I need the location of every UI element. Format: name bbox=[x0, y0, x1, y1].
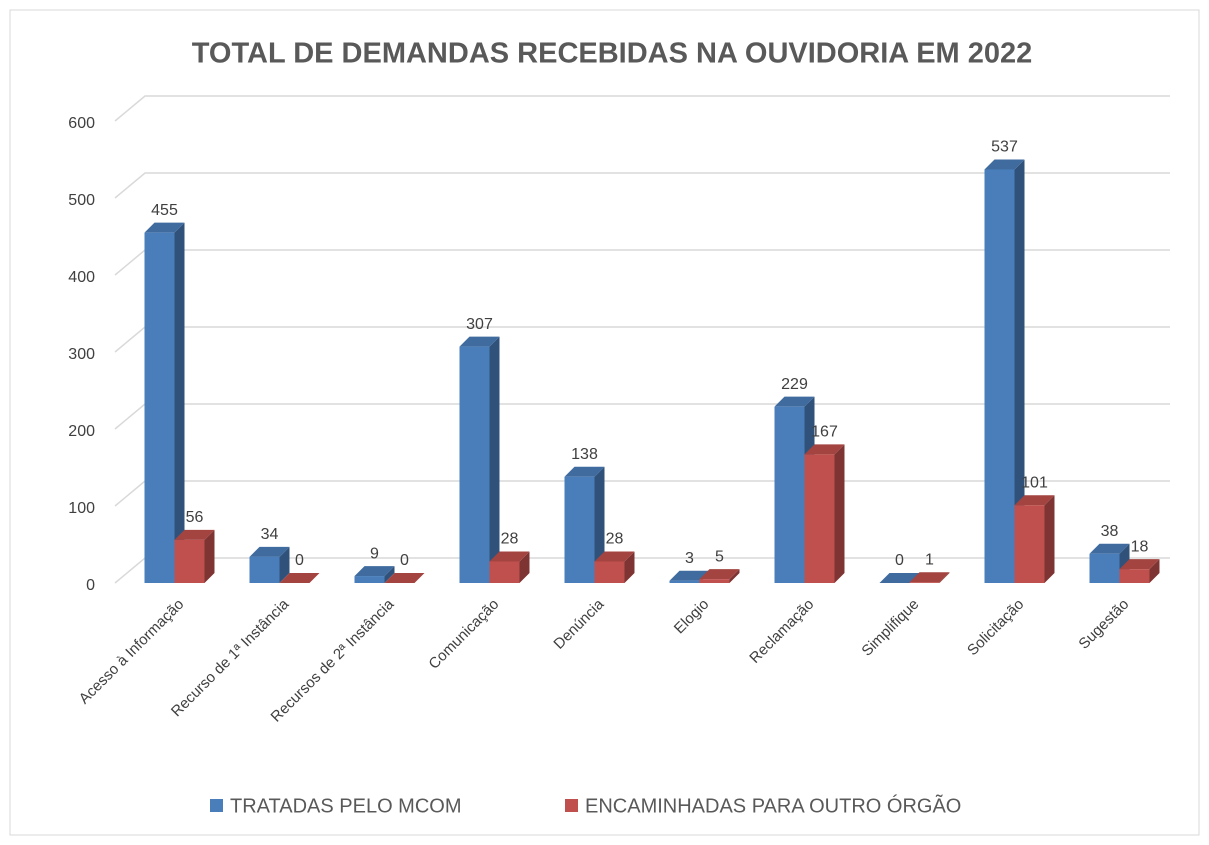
bar-side bbox=[1149, 559, 1160, 583]
chart-title: TOTAL DE DEMANDAS RECEBIDAS NA OUVIDORIA… bbox=[192, 38, 1033, 70]
legend-swatch bbox=[210, 799, 223, 812]
legend-swatch bbox=[565, 799, 578, 812]
bar-top bbox=[984, 159, 1025, 170]
bar bbox=[354, 576, 385, 583]
bar-top bbox=[1089, 543, 1130, 554]
legend-label: ENCAMINHADAS PARA OUTRO ÓRGÃO bbox=[585, 793, 961, 817]
value-label: 537 bbox=[991, 139, 1018, 156]
bar-top bbox=[1119, 559, 1160, 570]
bar bbox=[804, 454, 835, 583]
value-label: 0 bbox=[895, 552, 904, 569]
bar-side bbox=[279, 546, 290, 583]
bar-side bbox=[519, 551, 530, 583]
bar bbox=[1014, 505, 1045, 583]
bar-top bbox=[879, 573, 920, 583]
bar-side bbox=[489, 336, 500, 583]
bar bbox=[594, 561, 625, 583]
bar-top bbox=[564, 466, 605, 477]
value-label: 28 bbox=[606, 531, 624, 548]
bar bbox=[669, 580, 700, 583]
bar bbox=[1089, 553, 1120, 583]
bar-top bbox=[669, 570, 710, 581]
y-tick-label: 300 bbox=[68, 346, 95, 363]
value-label: 101 bbox=[1021, 474, 1048, 491]
bar bbox=[174, 539, 205, 583]
value-label: 455 bbox=[151, 202, 178, 219]
value-label: 167 bbox=[811, 424, 838, 441]
value-label: 1 bbox=[925, 551, 934, 568]
value-label: 229 bbox=[781, 376, 808, 393]
bar-side bbox=[1044, 495, 1055, 583]
bar-top bbox=[249, 546, 290, 557]
bar-top bbox=[909, 572, 950, 583]
bar bbox=[249, 556, 280, 583]
bar-top bbox=[804, 444, 845, 455]
value-label: 28 bbox=[501, 531, 519, 548]
bar-top bbox=[1014, 495, 1055, 506]
bar bbox=[144, 232, 175, 583]
bar bbox=[909, 582, 940, 583]
bar-side bbox=[939, 572, 950, 583]
value-label: 9 bbox=[370, 545, 379, 562]
bar-side bbox=[834, 444, 845, 583]
bar-side bbox=[384, 566, 395, 583]
bar-top bbox=[144, 222, 185, 233]
bar-side bbox=[594, 466, 605, 583]
y-tick-label: 500 bbox=[68, 192, 95, 209]
bar-top bbox=[384, 573, 425, 583]
value-label: 0 bbox=[295, 552, 304, 569]
bar-top bbox=[774, 396, 815, 407]
y-tick-label: 600 bbox=[68, 115, 95, 132]
bar bbox=[459, 346, 490, 583]
bar-side bbox=[174, 222, 185, 583]
value-label: 18 bbox=[1131, 538, 1149, 555]
value-label: 5 bbox=[715, 548, 724, 565]
y-tick-label: 100 bbox=[68, 500, 95, 517]
value-label: 56 bbox=[186, 509, 204, 526]
bar-side bbox=[204, 529, 215, 583]
grid-line bbox=[114, 172, 1170, 199]
value-label: 38 bbox=[1101, 523, 1119, 540]
value-label: 34 bbox=[261, 526, 279, 543]
bar-top bbox=[699, 569, 740, 580]
grid-line bbox=[114, 95, 1170, 122]
bar bbox=[1119, 569, 1150, 583]
bar-side bbox=[1014, 159, 1025, 583]
value-label: 307 bbox=[466, 316, 493, 333]
bar-top bbox=[354, 566, 395, 577]
bar-top bbox=[279, 573, 320, 583]
bar-side bbox=[624, 551, 635, 583]
bar-top bbox=[174, 529, 215, 540]
bar bbox=[489, 561, 520, 583]
bar-top bbox=[459, 336, 500, 347]
value-label: 3 bbox=[685, 550, 694, 567]
legend-label: TRATADAS PELO MCOM bbox=[230, 795, 462, 817]
bar bbox=[984, 169, 1015, 583]
bar-side bbox=[729, 569, 740, 583]
bar bbox=[564, 476, 595, 583]
bar-top bbox=[594, 551, 635, 562]
y-tick-label: 400 bbox=[68, 269, 95, 286]
bar bbox=[774, 406, 805, 583]
bar bbox=[699, 579, 730, 583]
value-label: 138 bbox=[571, 446, 598, 463]
value-label: 0 bbox=[400, 552, 409, 569]
bar-top bbox=[489, 551, 530, 562]
y-tick-label: 0 bbox=[86, 577, 95, 594]
y-tick-label: 200 bbox=[68, 423, 95, 440]
